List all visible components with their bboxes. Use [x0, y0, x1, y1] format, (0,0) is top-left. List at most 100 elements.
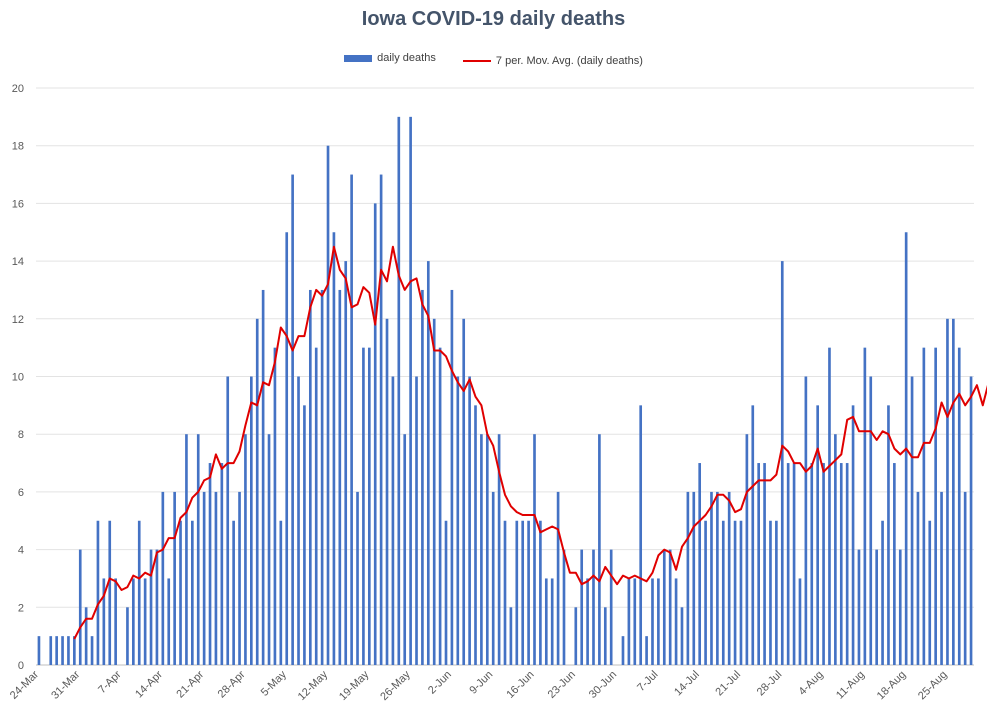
daily-deaths-bar: [810, 463, 814, 665]
x-tick-label: 31-Mar: [49, 668, 82, 701]
y-tick-label: 20: [12, 83, 24, 95]
daily-deaths-bar: [474, 405, 477, 665]
daily-deaths-bar: [84, 607, 88, 665]
daily-deaths-bar: [226, 376, 230, 665]
daily-deaths-bar: [173, 491, 176, 665]
daily-deaths-bar: [757, 463, 761, 665]
daily-deaths-bar: [96, 520, 100, 665]
daily-deaths-bar: [863, 347, 867, 665]
daily-deaths-bar: [556, 491, 560, 665]
daily-deaths-bar: [326, 145, 330, 665]
daily-deaths-bar: [627, 578, 631, 665]
daily-deaths-bar: [179, 520, 182, 665]
daily-deaths-bar: [769, 520, 772, 665]
daily-deaths-bar: [161, 491, 165, 665]
daily-deaths-bar: [385, 318, 389, 665]
x-tick-label: 5-May: [259, 668, 289, 698]
daily-deaths-bar: [415, 376, 418, 665]
daily-deaths-bar: [137, 520, 141, 665]
x-tick-label: 24-Mar: [8, 668, 41, 701]
daily-deaths-bar: [61, 636, 64, 665]
daily-deaths-bar: [409, 116, 412, 666]
daily-deaths-bar: [828, 347, 831, 665]
daily-deaths-bar: [297, 376, 300, 665]
daily-deaths-bar: [185, 434, 188, 665]
x-tick-label: 16-Jun: [504, 669, 536, 701]
x-tick-label: 14-Apr: [133, 668, 165, 700]
daily-deaths-bar: [662, 549, 666, 665]
daily-deaths-bar: [397, 116, 401, 666]
daily-deaths-bar: [90, 636, 94, 665]
daily-deaths-bar: [155, 549, 159, 665]
daily-deaths-bar: [739, 520, 743, 665]
daily-deaths-bar: [332, 232, 336, 665]
daily-deaths-bar: [963, 491, 967, 665]
x-tick-label: 26-May: [378, 668, 413, 703]
daily-deaths-bar: [426, 261, 430, 665]
daily-deaths-bar: [244, 434, 247, 665]
y-tick-label: 10: [12, 372, 24, 384]
daily-deaths-bar: [149, 549, 153, 665]
daily-deaths-bar: [37, 636, 41, 665]
daily-deaths-bar: [261, 289, 265, 665]
daily-deaths-bar: [462, 318, 466, 665]
daily-deaths-bar: [403, 434, 407, 665]
daily-deaths-bar: [108, 520, 112, 665]
y-tick-label: 14: [12, 256, 24, 268]
daily-deaths-bar: [497, 434, 501, 665]
daily-deaths-bar: [350, 174, 353, 666]
daily-deaths-bar: [716, 491, 719, 665]
x-tick-label: 28-Apr: [216, 668, 248, 700]
x-tick-label: 2-Jun: [426, 669, 454, 697]
daily-deaths-bar: [893, 463, 896, 665]
daily-deaths-bar: [822, 463, 825, 665]
daily-deaths-bar: [515, 520, 519, 665]
daily-deaths-bar: [356, 491, 359, 665]
daily-deaths-bar: [450, 289, 454, 665]
daily-deaths-bar: [291, 174, 294, 666]
daily-deaths-bar: [308, 289, 312, 665]
daily-deaths-bar: [379, 174, 383, 666]
daily-deaths-bar: [674, 578, 678, 665]
daily-deaths-bar: [639, 405, 643, 665]
x-tick-label: 9-Jun: [467, 669, 495, 697]
daily-deaths-bar: [928, 520, 932, 665]
daily-deaths-bar: [444, 520, 448, 665]
daily-deaths-bar: [550, 578, 554, 665]
daily-deaths-bar: [191, 520, 194, 665]
daily-deaths-bar: [910, 376, 914, 665]
daily-deaths-bar: [303, 405, 306, 665]
daily-deaths-bar: [539, 520, 542, 665]
daily-deaths-bar: [285, 232, 289, 665]
daily-deaths-bar: [727, 491, 731, 665]
daily-deaths-bar: [527, 520, 530, 665]
daily-deaths-bar: [775, 520, 778, 665]
daily-deaths-bar: [214, 491, 218, 665]
daily-deaths-bar: [834, 434, 837, 665]
daily-deaths-bar: [456, 376, 460, 665]
daily-deaths-bar: [798, 578, 802, 665]
daily-deaths-bar: [362, 347, 365, 665]
daily-deaths-bar: [645, 636, 648, 665]
daily-deaths-bar: [592, 549, 595, 665]
daily-deaths-bar: [704, 520, 707, 665]
daily-deaths-bar: [255, 318, 259, 665]
daily-deaths-bar: [344, 261, 348, 665]
daily-deaths-bar: [609, 549, 613, 665]
daily-deaths-bar: [922, 347, 926, 665]
daily-deaths-bar: [857, 549, 861, 665]
daily-deaths-bar: [603, 607, 607, 665]
daily-deaths-bar: [839, 463, 843, 665]
daily-deaths-bar: [657, 578, 660, 665]
y-tick-label: 6: [18, 487, 24, 499]
daily-deaths-bar: [503, 520, 507, 665]
x-tick-label: 7-Jul: [635, 669, 660, 694]
daily-deaths-bar: [67, 636, 70, 665]
y-tick-label: 2: [18, 602, 24, 614]
daily-deaths-bar: [875, 549, 878, 665]
legend: daily deaths 7 per. Mov. Avg. (daily dea…: [0, 52, 987, 67]
legend-item-bars: daily deaths: [344, 52, 436, 64]
daily-deaths-bar: [763, 463, 766, 665]
daily-deaths-bar: [851, 405, 855, 665]
x-tick-label: 12-May: [296, 668, 331, 703]
